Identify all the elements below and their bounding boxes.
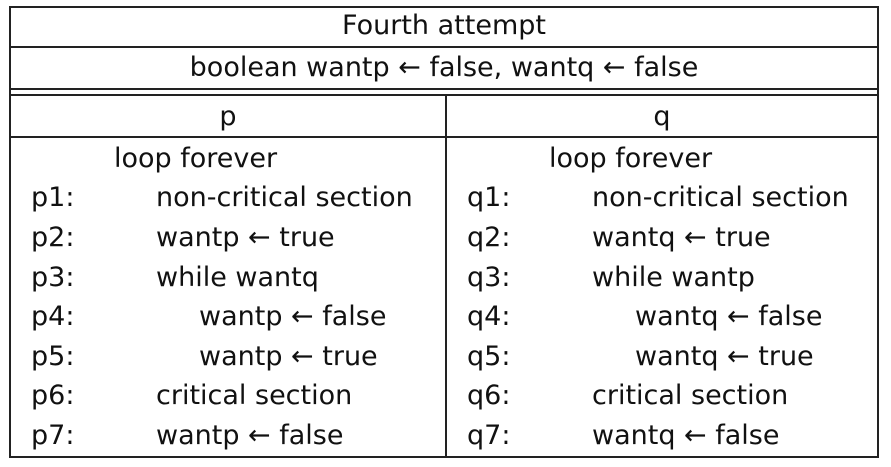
column-header-rule (11, 136, 877, 138)
line-code: wantq ← false (635, 301, 823, 332)
title-rule (11, 46, 877, 48)
line-code: non-critical section (592, 182, 849, 213)
line-code: wantq ← true (635, 341, 814, 372)
process-q-name: q (653, 101, 671, 132)
process-p-column: p loop forever p1: non-critical section … (11, 6, 445, 456)
process-p-loop: loop forever (114, 143, 278, 174)
line-code: wantp ← false (199, 301, 387, 332)
algorithm-title: Fourth attempt (342, 10, 546, 41)
line-label: p4: (31, 301, 75, 332)
line-code: non-critical section (156, 182, 413, 213)
line-label: q3: (467, 262, 511, 293)
line-label: q1: (467, 182, 511, 213)
algorithm-table: Fourth attempt boolean wantp ← false, wa… (9, 6, 879, 458)
line-label: q7: (467, 420, 511, 451)
global-declaration: boolean wantp ← false, wantq ← false (189, 52, 699, 83)
line-label: p6: (31, 380, 75, 411)
line-code: critical section (592, 380, 789, 411)
line-code: critical section (156, 380, 353, 411)
line-label: p5: (31, 341, 75, 372)
line-code: while wantp (592, 262, 755, 293)
line-code: while wantq (156, 262, 319, 293)
declaration-rule-1 (11, 88, 877, 90)
line-label: q5: (467, 341, 511, 372)
process-q-column: q loop forever q1: non-critical section … (447, 6, 877, 456)
declaration-rule-2 (11, 94, 877, 96)
top-rule (11, 6, 877, 8)
line-code: wantp ← false (156, 420, 344, 451)
line-label: p7: (31, 420, 75, 451)
line-label: p1: (31, 182, 75, 213)
line-label: p3: (31, 262, 75, 293)
line-label: q4: (467, 301, 511, 332)
line-label: p2: (31, 222, 75, 253)
line-code: wantq ← true (592, 222, 771, 253)
process-p-name: p (219, 101, 237, 132)
process-q-loop: loop forever (549, 143, 713, 174)
line-code: wantq ← false (592, 420, 780, 451)
column-divider (445, 94, 447, 456)
line-code: wantp ← true (199, 341, 378, 372)
line-label: q6: (467, 380, 511, 411)
line-code: wantp ← true (156, 222, 335, 253)
line-label: q2: (467, 222, 511, 253)
